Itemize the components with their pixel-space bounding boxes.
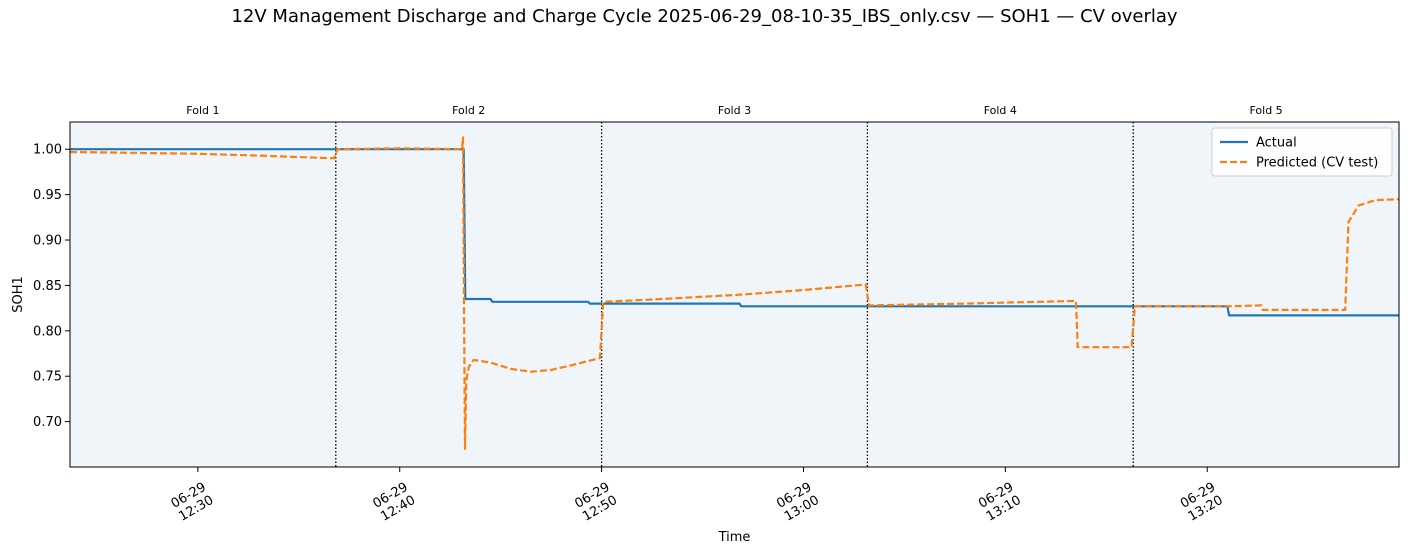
y-axis: 0.70 0.75 0.80 0.85 0.90 0.95 1.00 xyxy=(33,143,70,430)
y-tick-label: 1.00 xyxy=(33,143,62,158)
y-tick-label: 0.75 xyxy=(33,370,62,385)
y-tick-label: 0.85 xyxy=(33,279,62,294)
fold-band xyxy=(335,122,602,467)
x-axis-label: Time xyxy=(718,530,751,545)
page-title: 12V Management Discharge and Charge Cycl… xyxy=(231,6,1178,27)
fold-bands xyxy=(70,122,1399,467)
fold-label: Fold 4 xyxy=(984,104,1017,117)
fold-band xyxy=(70,122,336,467)
series-line-actual xyxy=(70,148,1399,317)
fold-band xyxy=(601,122,868,467)
fold-label: Fold 1 xyxy=(186,104,219,117)
y-tick-label: 0.80 xyxy=(33,324,62,339)
y-axis-label: SOH1 xyxy=(11,276,26,313)
y-tick-label: 0.70 xyxy=(33,415,62,430)
y-tick-label: 0.90 xyxy=(33,234,62,249)
fold-band xyxy=(867,122,1134,467)
legend-box xyxy=(1211,127,1393,177)
fold-label: Fold 3 xyxy=(718,104,751,117)
fold-boundary-lines xyxy=(335,122,1134,467)
legend-label: Actual xyxy=(1256,136,1297,151)
legend: Actual Predicted (CV test) xyxy=(1211,127,1393,177)
axes-frame xyxy=(69,121,1400,468)
y-tick-label: 0.95 xyxy=(33,188,62,203)
legend-label: Predicted (CV test) xyxy=(1256,156,1378,171)
fold-labels: Fold 1 Fold 2 Fold 3 Fold 4 Fold 5 xyxy=(186,104,1282,117)
series-layer xyxy=(69,136,1400,450)
fold-label: Fold 2 xyxy=(452,104,485,117)
fold-label: Fold 5 xyxy=(1249,104,1282,117)
fold-band xyxy=(1133,122,1399,467)
